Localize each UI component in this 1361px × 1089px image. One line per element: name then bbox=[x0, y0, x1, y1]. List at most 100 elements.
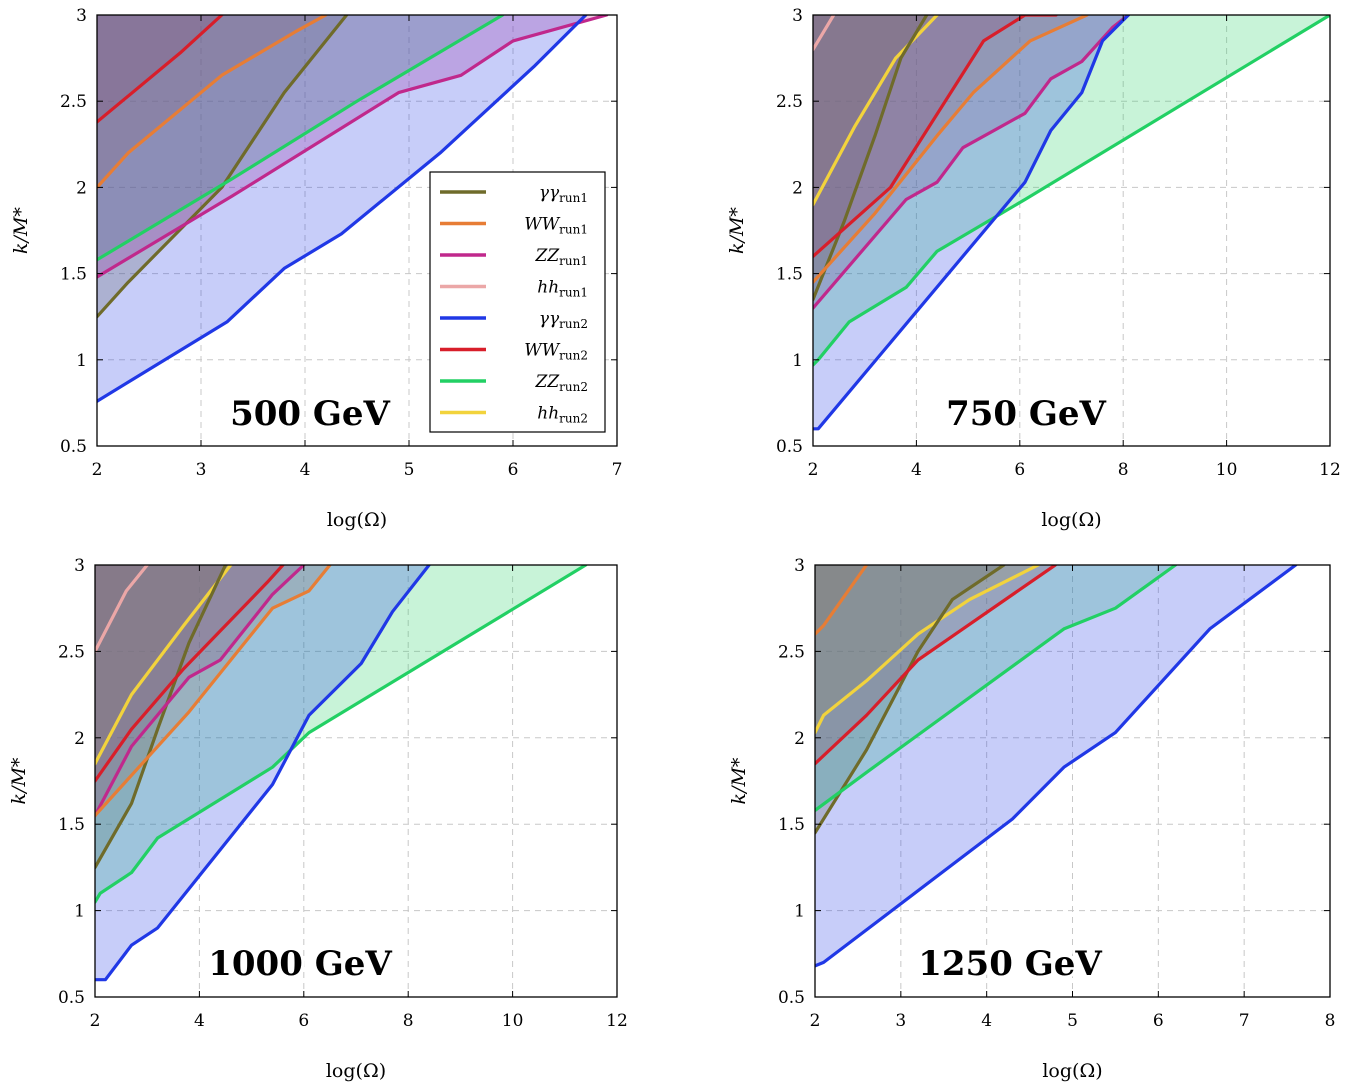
y-tick-label: 1 bbox=[792, 351, 803, 371]
plot-frame bbox=[96, 14, 618, 447]
series-line-ww_run2 bbox=[97, 15, 224, 124]
series-line-zz_run2 bbox=[95, 565, 588, 904]
x-axis-label: log(Ω) bbox=[1041, 509, 1101, 531]
legend-label-base: γγ bbox=[539, 183, 560, 203]
series-area-ww_run1 bbox=[95, 565, 330, 816]
plot-area bbox=[815, 565, 1298, 968]
x-tick-label: 6 bbox=[1153, 1011, 1164, 1031]
y-tick-label: 3 bbox=[794, 556, 805, 576]
series-line-ww_run1 bbox=[813, 15, 1089, 284]
legend-label-zz_run1: ZZrun1 bbox=[535, 246, 588, 268]
series-area-hh_run1 bbox=[95, 565, 148, 652]
plot-frame bbox=[94, 564, 618, 998]
series-line-gg_run2 bbox=[815, 565, 1298, 968]
series-area-gg_run1 bbox=[815, 565, 1004, 833]
x-axis-label: log(Ω) bbox=[327, 509, 387, 531]
series-area-zz_run2 bbox=[815, 565, 1176, 811]
series-area-zz_run1 bbox=[97, 15, 607, 277]
y-tick-label: 3 bbox=[74, 556, 85, 576]
series-area-hh_run2 bbox=[815, 565, 1039, 733]
panel-title: 1250 GeV bbox=[918, 944, 1102, 984]
legend-label-ww_run2: WWrun2 bbox=[524, 341, 588, 363]
legend-label-sub: run2 bbox=[559, 412, 588, 426]
x-tick-label: 10 bbox=[502, 1011, 524, 1031]
x-axis-label: log(Ω) bbox=[326, 1060, 386, 1082]
x-tick-label: 6 bbox=[1014, 460, 1025, 480]
y-tick-label: 1.5 bbox=[58, 815, 85, 835]
x-tick-label: 7 bbox=[1239, 1011, 1250, 1031]
y-tick-label: 1.5 bbox=[776, 265, 803, 285]
series-line-hh_run1 bbox=[813, 15, 836, 52]
series-line-ww_run1 bbox=[95, 565, 332, 818]
legend-label-sub: run2 bbox=[559, 317, 588, 331]
x-tick-label: 6 bbox=[298, 1011, 309, 1031]
x-tick-label: 8 bbox=[1325, 1011, 1336, 1031]
series-area-hh_run2 bbox=[813, 15, 938, 205]
series-line-gg_run1 bbox=[813, 15, 929, 302]
series-line-hh_run2 bbox=[813, 15, 939, 207]
legend-label-sub: run2 bbox=[559, 380, 588, 394]
x-tick-label: 4 bbox=[981, 1011, 992, 1031]
x-tick-label: 2 bbox=[810, 1011, 821, 1031]
legend-label-base: hh bbox=[537, 278, 559, 298]
series-line-zz_run1 bbox=[813, 15, 1131, 310]
series-area-zz_run1 bbox=[95, 565, 304, 816]
series-area-zz_run2 bbox=[813, 15, 1330, 365]
y-tick-label: 1.5 bbox=[778, 815, 805, 835]
y-axis-label: k/M* bbox=[8, 757, 30, 804]
legend-label-sub: run1 bbox=[559, 191, 588, 205]
x-tick-label: 5 bbox=[1067, 1011, 1078, 1031]
series-line-gg_run2 bbox=[95, 565, 431, 982]
panel-title: 500 GeV bbox=[230, 394, 390, 434]
series-line-hh_run2 bbox=[815, 565, 1040, 735]
y-tick-label: 0.5 bbox=[60, 437, 87, 457]
y-tick-label: 0.5 bbox=[58, 988, 85, 1008]
legend-box bbox=[429, 171, 606, 433]
x-tick-label: 8 bbox=[403, 1011, 414, 1031]
legend-label-base: γγ bbox=[539, 309, 560, 329]
series-area-ww_run1 bbox=[97, 15, 326, 188]
legend-label-gg_run2: γγrun2 bbox=[539, 309, 588, 331]
series-line-gg_run1 bbox=[95, 565, 228, 870]
series-area-ww_run2 bbox=[813, 15, 1056, 257]
series-area-gg_run1 bbox=[813, 15, 927, 300]
x-tick-label: 12 bbox=[606, 1011, 628, 1031]
series-area-gg_run2 bbox=[97, 15, 586, 402]
x-tick-label: 12 bbox=[1319, 460, 1341, 480]
series-area-gg_run2 bbox=[813, 15, 1129, 429]
legend-label-zz_run2: ZZrun2 bbox=[535, 372, 588, 394]
y-tick-label: 0.5 bbox=[776, 437, 803, 457]
x-tick-label: 5 bbox=[404, 460, 415, 480]
legend-label-sub: run1 bbox=[559, 223, 588, 237]
x-tick-label: 6 bbox=[508, 460, 519, 480]
y-tick-label: 2 bbox=[792, 178, 803, 198]
series-line-ww_run1 bbox=[97, 15, 328, 189]
x-tick-label: 4 bbox=[911, 460, 922, 480]
plot-frame bbox=[812, 14, 1331, 447]
series-line-ww_run2 bbox=[815, 565, 1057, 766]
series-line-gg_run2 bbox=[813, 15, 1131, 431]
x-tick-label: 3 bbox=[895, 1011, 906, 1031]
legend-label-sub: run1 bbox=[559, 254, 588, 268]
legend-label-base: ZZ bbox=[535, 372, 561, 392]
y-tick-label: 2.5 bbox=[776, 92, 803, 112]
y-axis-label: k/M* bbox=[726, 207, 748, 254]
y-tick-label: 2 bbox=[74, 729, 85, 749]
series-area-zz_run2 bbox=[95, 565, 586, 902]
legend-label-hh_run2: hhrun2 bbox=[537, 404, 588, 426]
legend-label-sub: run2 bbox=[559, 349, 588, 363]
x-tick-label: 7 bbox=[612, 460, 623, 480]
x-tick-label: 3 bbox=[196, 460, 207, 480]
legend-label-base: ZZ bbox=[535, 246, 561, 266]
series-line-gg_run1 bbox=[97, 15, 349, 319]
x-tick-label: 2 bbox=[92, 460, 103, 480]
x-axis-label: log(Ω) bbox=[1042, 1060, 1102, 1082]
x-tick-label: 4 bbox=[194, 1011, 205, 1031]
y-tick-label: 2.5 bbox=[60, 92, 87, 112]
y-tick-label: 2 bbox=[76, 178, 87, 198]
y-tick-label: 1 bbox=[74, 902, 85, 922]
series-area-gg_run2 bbox=[815, 565, 1296, 966]
x-tick-label: 4 bbox=[300, 460, 311, 480]
